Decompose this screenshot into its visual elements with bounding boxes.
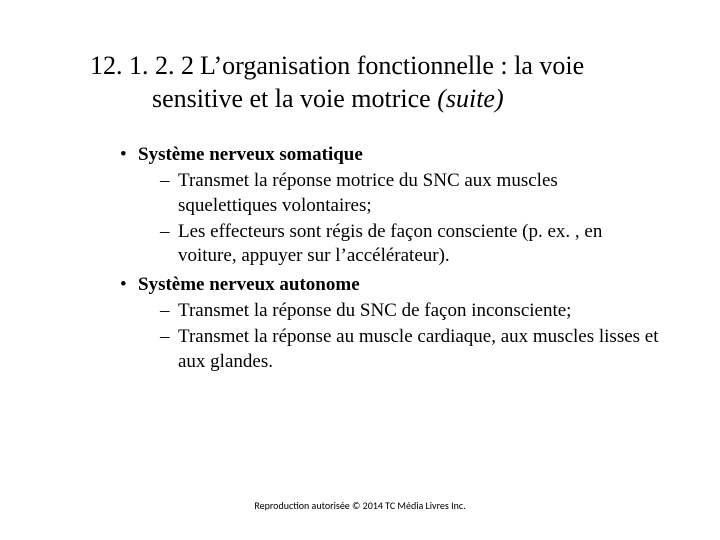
sub-list: Transmet la réponse motrice du SNC aux m… [160, 169, 660, 268]
title-line1: L’organisation fonctionnelle : la voie [200, 51, 584, 80]
title-suite: (suite) [437, 84, 503, 113]
sub-text: Transmet la réponse du SNC de façon inco… [178, 300, 571, 321]
bullet-list: Système nerveux somatique Transmet la ré… [120, 143, 660, 374]
sub-text: Transmet la réponse au muscle cardiaque,… [178, 326, 659, 371]
title-line2: sensitive et la voie motrice [152, 84, 437, 113]
list-item: Transmet la réponse au muscle cardiaque,… [160, 325, 660, 374]
bullet-heading: Système nerveux autonome [138, 274, 360, 295]
slide: 12. 1. 2. 2L’organisation fonctionnelle … [0, 0, 720, 540]
sub-text: Les effecteurs sont régis de façon consc… [178, 221, 602, 266]
bullet-heading: Système nerveux somatique [138, 144, 363, 165]
sub-list: Transmet la réponse du SNC de façon inco… [160, 299, 660, 374]
title-number: 12. 1. 2. 2 [90, 51, 194, 80]
list-item: Système nerveux autonome Transmet la rép… [120, 273, 660, 374]
list-item: Transmet la réponse du SNC de façon inco… [160, 299, 660, 323]
list-item: Système nerveux somatique Transmet la ré… [120, 143, 660, 269]
list-item: Transmet la réponse motrice du SNC aux m… [160, 169, 660, 218]
footer-copyright: Reproduction autorisée © 2014 TC Média L… [0, 499, 720, 512]
sub-text: Transmet la réponse motrice du SNC aux m… [178, 170, 558, 215]
slide-title: 12. 1. 2. 2L’organisation fonctionnelle … [90, 50, 660, 115]
title-line2-wrap: sensitive et la voie motrice (suite) [90, 83, 660, 116]
list-item: Les effecteurs sont régis de façon consc… [160, 220, 660, 269]
